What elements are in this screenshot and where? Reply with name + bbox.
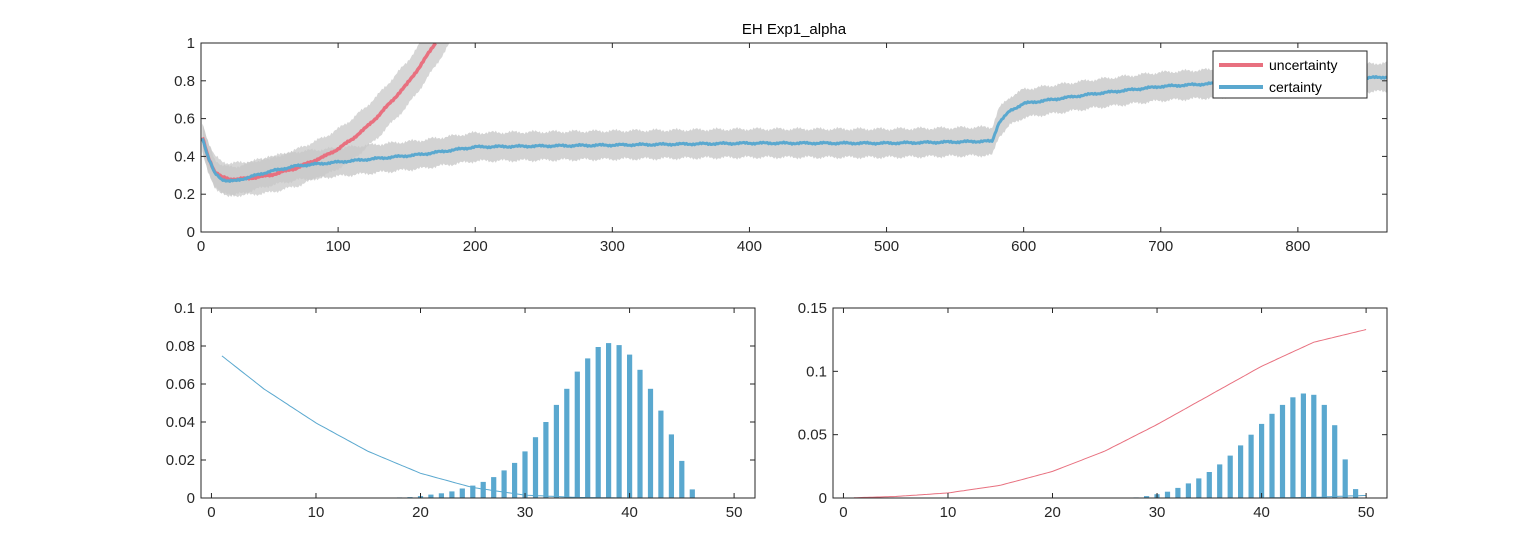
x-tick-label: 20 xyxy=(1044,504,1061,521)
plot-area xyxy=(201,43,1387,198)
histogram-bar xyxy=(1290,397,1296,498)
y-tick-label: 0.02 xyxy=(166,452,195,469)
histogram-bar xyxy=(1321,404,1327,498)
histogram-bar xyxy=(1196,478,1202,498)
histogram-bar xyxy=(512,462,518,498)
x-tick-label: 100 xyxy=(326,238,351,255)
histogram-bar xyxy=(1259,423,1265,498)
panel-alpha-timecourse: 0 100 200 300 400 500 600 700 800 0 0.2 0.4 0.6 0.8 1 u… xyxy=(174,35,1388,255)
x-tick-label: 40 xyxy=(1253,504,1270,521)
x-tick-label: 0 xyxy=(839,504,847,521)
histogram-bar xyxy=(1217,464,1223,498)
histogram-bar xyxy=(491,477,497,498)
x-tick-label: 300 xyxy=(600,238,625,255)
x-tick-label: 40 xyxy=(621,504,638,521)
x-tick-label: 50 xyxy=(1358,504,1375,521)
y-tick-label: 0.08 xyxy=(166,338,195,355)
y-tick-label: 0.8 xyxy=(174,73,195,90)
y-tick-label: 0 xyxy=(187,490,195,507)
x-tick-label: 200 xyxy=(463,238,488,255)
histogram-bar xyxy=(564,388,570,499)
x-tick-label: 500 xyxy=(874,238,899,255)
histogram-bar xyxy=(459,488,465,498)
x-tick-label: 600 xyxy=(1011,238,1036,255)
chart-title: EH Exp1_alpha xyxy=(742,21,847,38)
histogram-bar xyxy=(501,470,507,498)
y-tick-label: 0.6 xyxy=(174,111,195,128)
y-tick-label: 0.06 xyxy=(166,376,195,393)
density-curve xyxy=(853,329,1367,499)
x-tick-label: 20 xyxy=(412,504,429,521)
histogram-bar xyxy=(1164,491,1171,498)
series-line-certainty xyxy=(201,75,1387,183)
histogram-bar xyxy=(1279,404,1286,498)
x-tick-label: 30 xyxy=(517,504,534,521)
y-tick-label: 0.04 xyxy=(166,414,195,431)
histogram-bar xyxy=(480,481,486,498)
histogram-bar xyxy=(616,345,622,498)
histogram-bar xyxy=(1311,394,1317,498)
panel-histogram-right: 0 10 20 30 40 50 0 0.05 0.1 0.15 xyxy=(798,300,1388,521)
histogram-bar xyxy=(522,451,528,498)
x-tick-label: 10 xyxy=(940,504,957,521)
histogram-bar xyxy=(1175,487,1181,498)
histogram-bar xyxy=(1248,434,1254,498)
x-tick-label: 50 xyxy=(726,504,743,521)
y-tick-label: 0 xyxy=(187,224,195,241)
legend-label-uncertainty: uncertainty xyxy=(1269,57,1337,73)
y-tick-label: 0.1 xyxy=(806,363,827,380)
y-tick-label: 1 xyxy=(187,35,195,52)
x-tick-label: 0 xyxy=(207,504,215,521)
histogram-bar xyxy=(689,489,695,498)
x-tick-label: 400 xyxy=(737,238,762,255)
y-tick-label: 0.2 xyxy=(174,186,195,203)
histogram-bar xyxy=(606,343,612,498)
histogram-bar xyxy=(438,493,444,499)
histogram-bar xyxy=(1185,483,1191,498)
y-tick-label: 0.15 xyxy=(798,300,827,317)
x-tick-label: 700 xyxy=(1148,238,1173,255)
histogram-bar xyxy=(595,347,601,498)
legend-label-certainty: certainty xyxy=(1269,79,1322,95)
bars xyxy=(397,343,695,499)
axes-box xyxy=(200,42,1388,233)
histogram-bar xyxy=(637,369,643,499)
x-tick-label: 30 xyxy=(1149,504,1166,521)
histogram-bar xyxy=(1353,489,1359,498)
histogram-bar xyxy=(1300,393,1306,498)
legend-box xyxy=(1212,50,1368,99)
histogram-bar xyxy=(1332,425,1338,498)
x-tick-label: 800 xyxy=(1285,238,1310,255)
histogram-bar xyxy=(428,494,434,498)
legend: uncertainty certainty xyxy=(1212,50,1368,99)
histogram-bar xyxy=(679,460,685,498)
y-tick-label: 0.05 xyxy=(798,427,827,444)
axes-box xyxy=(200,307,756,499)
histogram-bar xyxy=(532,437,539,498)
histogram-bar xyxy=(449,491,455,498)
axes-box xyxy=(832,307,1388,499)
x-tick-label: 0 xyxy=(197,238,205,255)
histogram-bar xyxy=(1206,472,1212,498)
histogram-bar xyxy=(1342,459,1348,498)
histogram-bar xyxy=(553,404,559,498)
panel-histogram-left: 0 10 20 30 40 50 0 0.02 0.04 0.06 0.08 0.1 xyxy=(166,300,756,521)
histogram-bar xyxy=(574,371,580,498)
y-tick-label: 0.1 xyxy=(174,300,195,317)
histogram-bar xyxy=(470,485,476,498)
histogram-bar xyxy=(1269,413,1275,498)
histogram-bar xyxy=(668,434,674,498)
histogram-bar xyxy=(627,354,633,498)
histogram-bar xyxy=(1227,455,1233,498)
histogram-bar xyxy=(658,410,664,498)
histogram-bar xyxy=(585,358,591,498)
histogram-bar xyxy=(543,422,549,498)
y-tick-label: 0.4 xyxy=(174,148,195,165)
y-tick-label: 0 xyxy=(819,490,827,507)
histogram-bar xyxy=(647,388,654,499)
histogram-bar xyxy=(1144,496,1150,498)
x-tick-label: 10 xyxy=(308,504,325,521)
histogram-bar xyxy=(1238,445,1244,498)
